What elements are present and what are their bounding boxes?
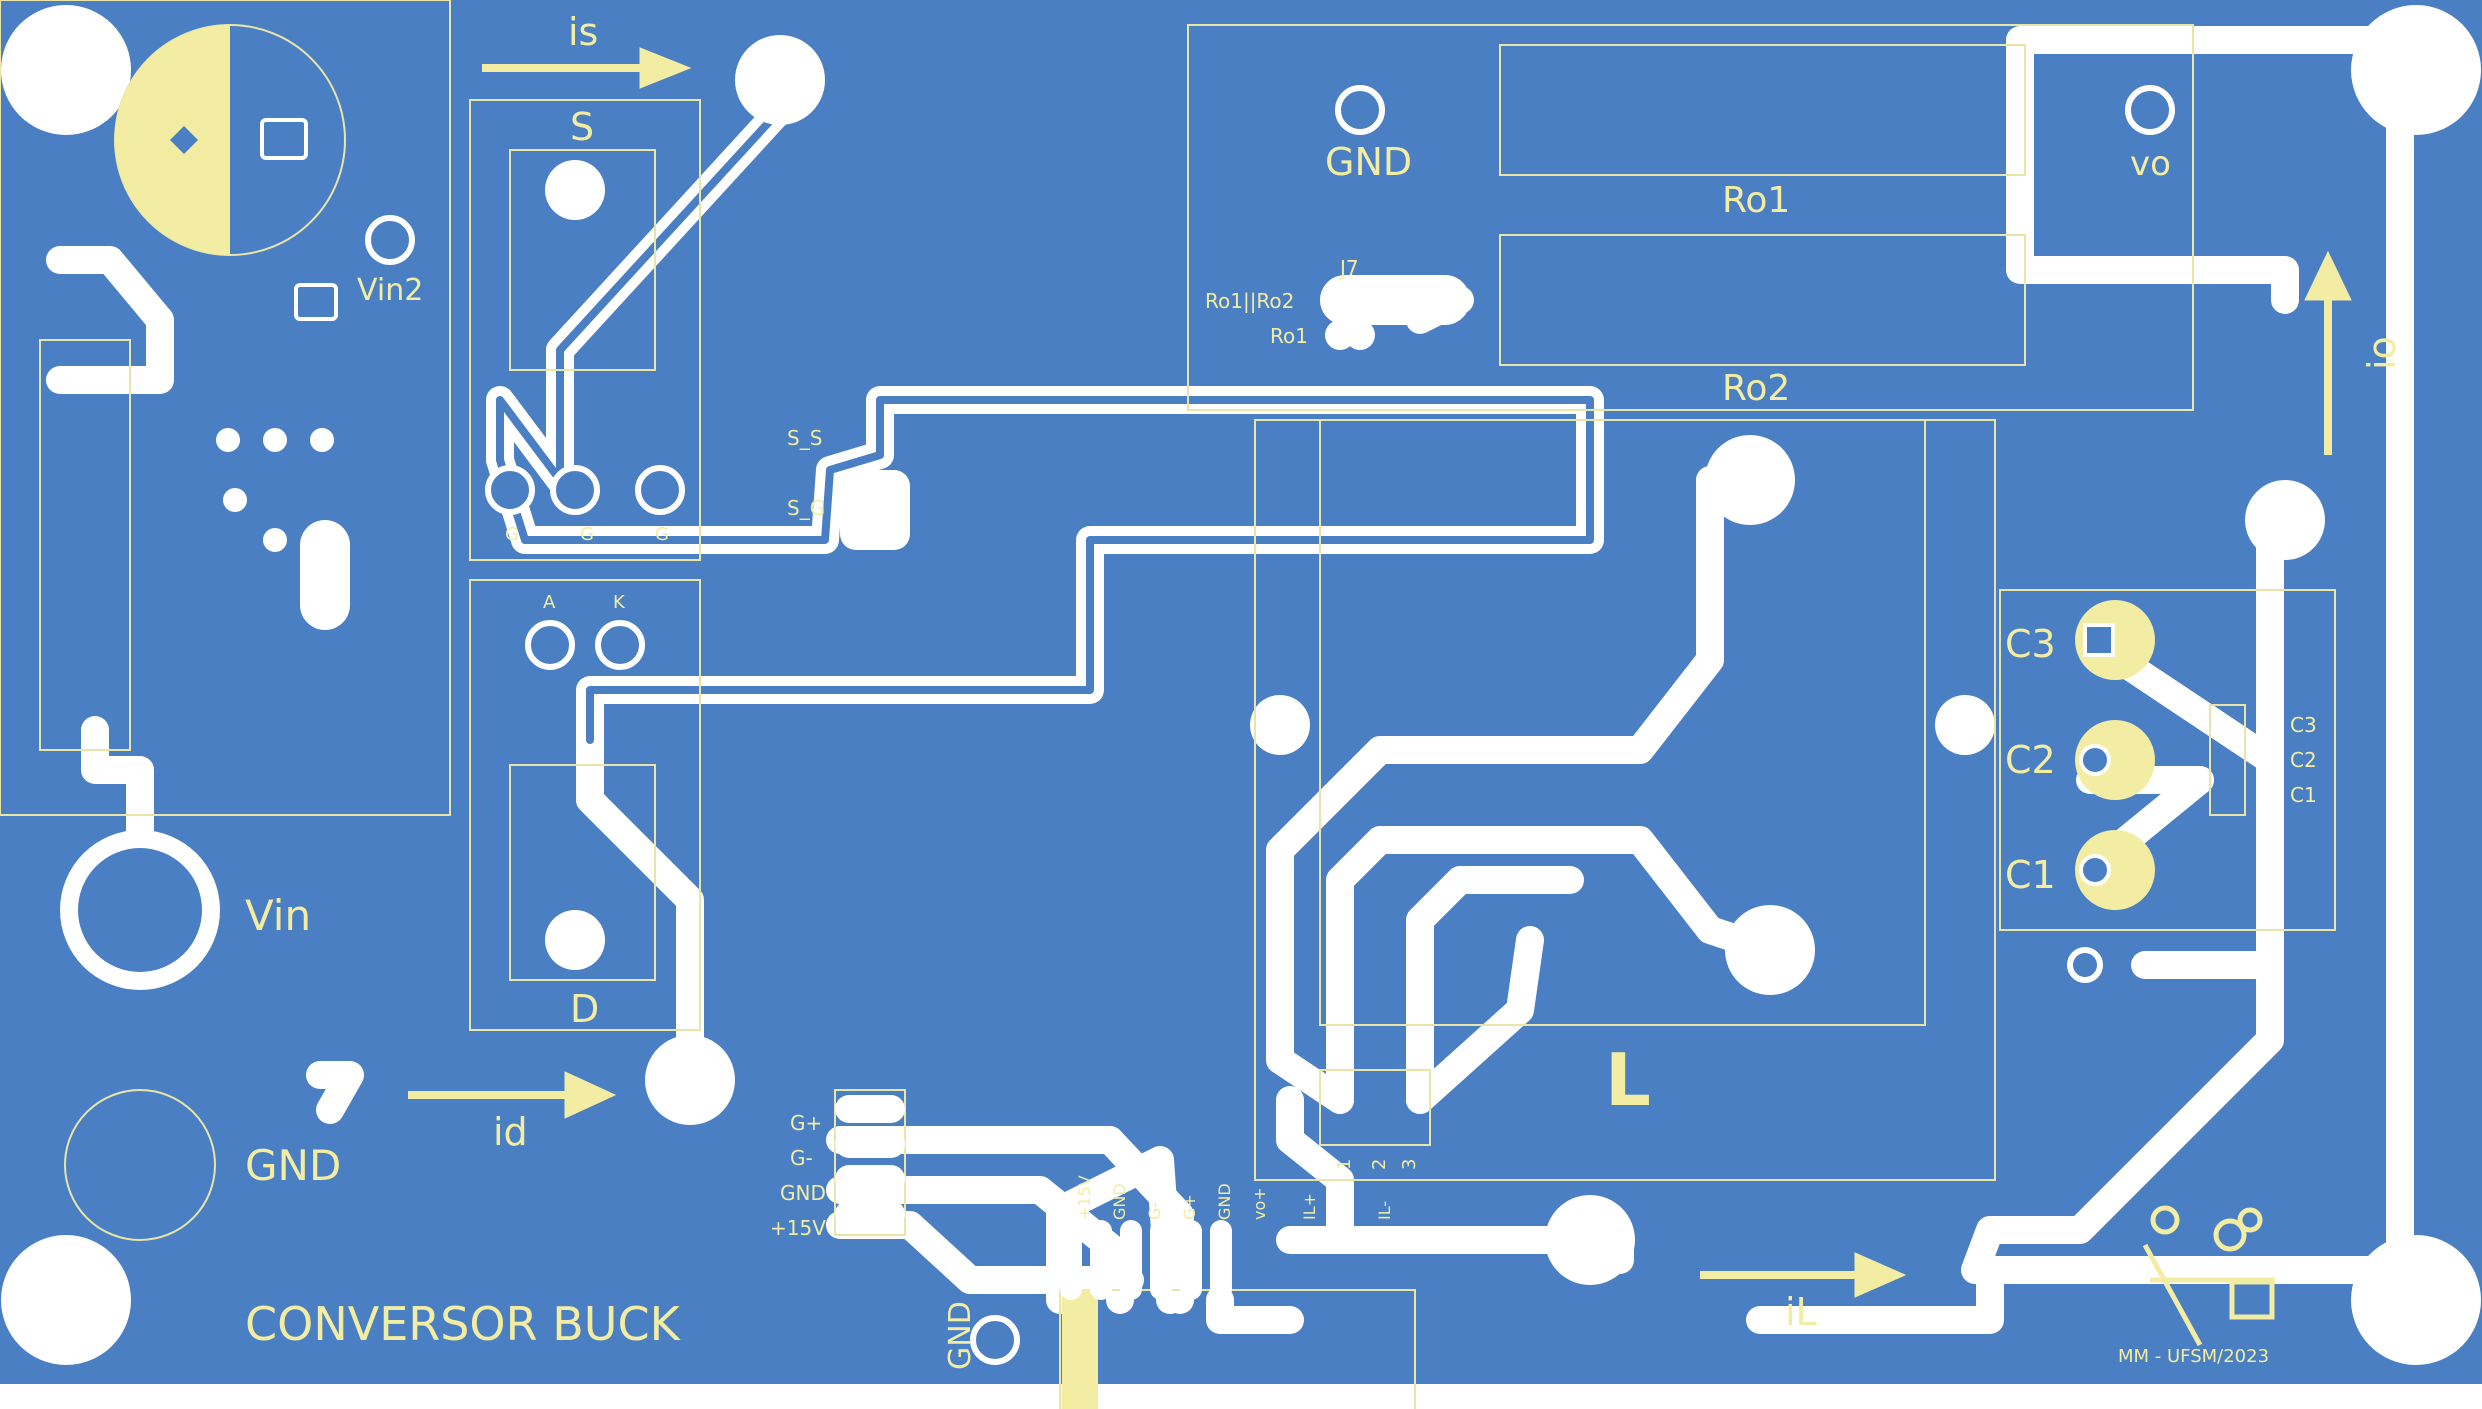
gnd-bottom-label: GND (943, 1301, 978, 1370)
s-g-label: S_G (787, 496, 825, 520)
vo-label: vo (2130, 144, 2171, 184)
arrow-right-icon (408, 47, 1907, 1298)
silkscreen (0, 0, 2336, 1241)
gnd-top-label: GND (1325, 140, 1412, 184)
pin-vo-label: vo+ (1250, 1187, 1269, 1220)
c1-small-label: C1 (2290, 783, 2317, 807)
pin-15v-label: +15V (1075, 1175, 1094, 1220)
c2-label: C2 (2005, 738, 2056, 782)
switch-label: S (570, 105, 594, 149)
vin-label: Vin (245, 891, 311, 940)
io-label: io (2360, 336, 2404, 370)
pin-2-label: 2 (1369, 1159, 1390, 1170)
pin-gnd2-label: GND (1215, 1183, 1234, 1220)
inductor-label: L (1605, 1038, 1651, 1122)
gnd-terminal-label: GND (245, 1141, 341, 1190)
pin-3-label: 3 (1399, 1159, 1420, 1170)
oshw-gear-icon (2142, 1205, 2275, 1347)
c1-label: C1 (2005, 853, 2056, 897)
s-s-label: S_S (787, 426, 822, 450)
pin-gm-label: G- (1145, 1202, 1164, 1220)
plus15v-label: +15V (770, 1216, 826, 1240)
pin-il-label: IL+ (1300, 1193, 1319, 1220)
vin2-label: Vin2 (357, 273, 423, 308)
arrow-up-icon (2304, 250, 2352, 455)
id-label: id (493, 1110, 528, 1154)
c3-small-label: C3 (2290, 713, 2317, 737)
cathode-label: K (613, 592, 626, 613)
pin-gnd-label: GND (1110, 1183, 1129, 1220)
gnd-conn-label: GND (780, 1181, 826, 1205)
ro1-small-label: Ro1 (1270, 324, 1308, 348)
j7-label: J7 (1338, 256, 1359, 280)
c3-label: C3 (2005, 622, 2056, 666)
c2-small-label: C2 (2290, 748, 2317, 772)
g-right-label: G (655, 524, 669, 545)
ro2-label: Ro2 (1722, 368, 1790, 409)
g-mid-label: G (580, 524, 594, 545)
g-plus-label: G+ (790, 1111, 822, 1135)
ro1-par-ro2-label: Ro1||Ro2 (1205, 289, 1294, 313)
capacitor-bank (2075, 600, 2246, 910)
pin-1-label: 1 (1334, 1159, 1355, 1170)
is-label: is (568, 10, 598, 54)
pin-gp-label: G+ (1180, 1194, 1199, 1220)
board-title: CONVERSOR BUCK (245, 1297, 682, 1351)
pin-il2-label: IL- (1375, 1201, 1394, 1220)
g-left-label: G (505, 524, 519, 545)
diode-label: D (570, 987, 599, 1031)
ro1-label: Ro1 (1722, 180, 1790, 221)
anode-label: A (543, 592, 556, 613)
board-credit: MM - UFSM/2023 (2118, 1346, 2269, 1367)
il-label: iL (1785, 1290, 1817, 1334)
g-minus-label: G- (790, 1146, 813, 1170)
